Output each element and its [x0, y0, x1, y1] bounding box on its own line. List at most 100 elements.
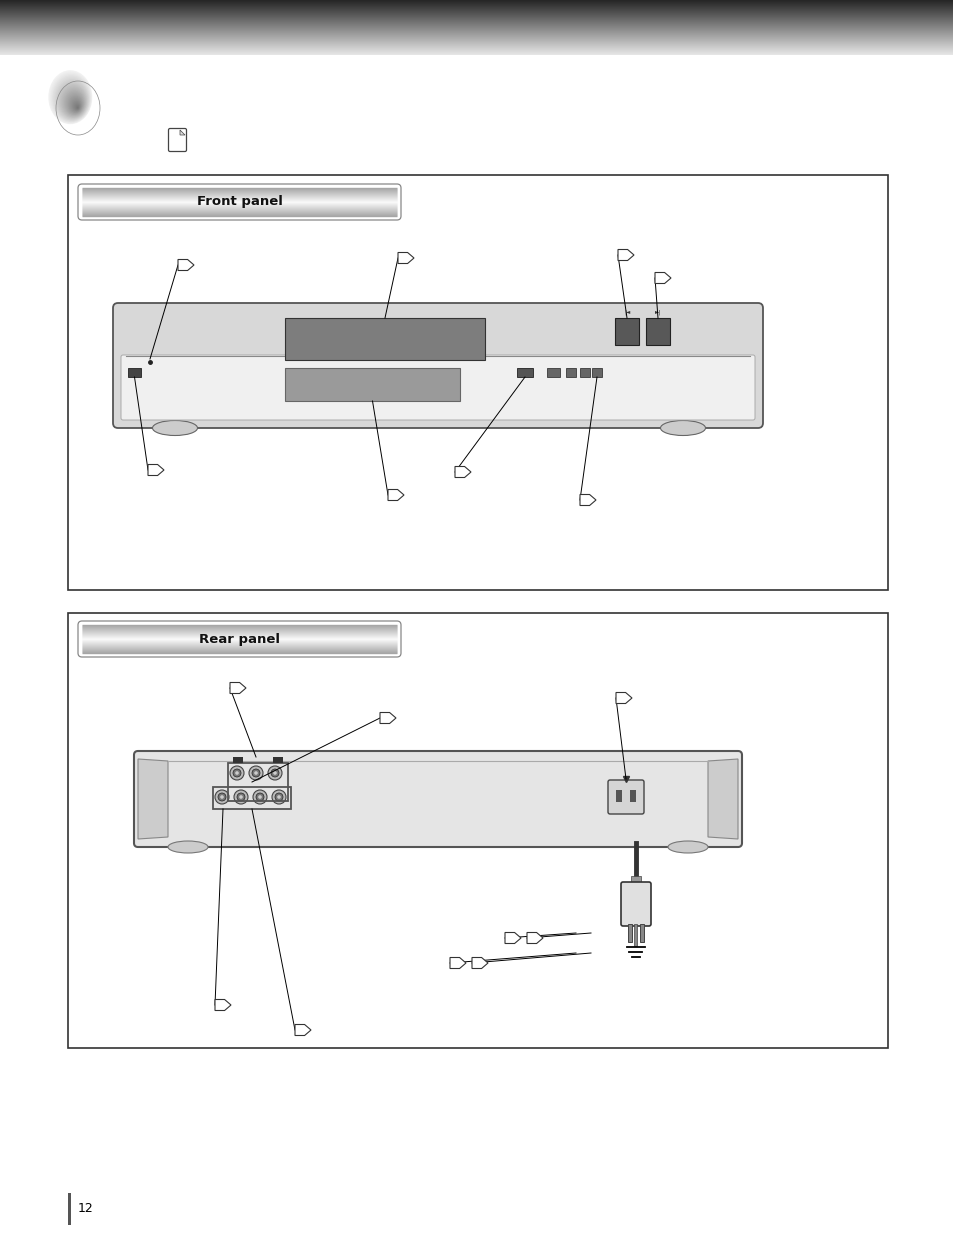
FancyBboxPatch shape	[169, 128, 186, 152]
Ellipse shape	[71, 98, 82, 112]
Text: Rear panel: Rear panel	[199, 632, 280, 646]
FancyBboxPatch shape	[607, 781, 643, 814]
Ellipse shape	[58, 83, 88, 119]
Bar	[630, 876, 640, 884]
Ellipse shape	[50, 72, 91, 124]
Ellipse shape	[51, 73, 91, 124]
Circle shape	[255, 793, 264, 802]
Bar	[579, 368, 589, 377]
Ellipse shape	[60, 85, 87, 117]
Bar	[615, 317, 639, 345]
Circle shape	[249, 766, 263, 781]
Polygon shape	[579, 494, 596, 505]
Polygon shape	[655, 273, 670, 284]
Polygon shape	[379, 713, 395, 724]
Ellipse shape	[51, 74, 91, 122]
Bar	[233, 757, 243, 763]
FancyBboxPatch shape	[121, 354, 754, 420]
Ellipse shape	[62, 88, 86, 116]
Ellipse shape	[168, 841, 208, 853]
Ellipse shape	[69, 95, 83, 114]
Bar	[627, 924, 631, 942]
Text: Front panel: Front panel	[196, 195, 282, 209]
Circle shape	[230, 766, 244, 781]
Bar	[68, 175, 887, 590]
Bar	[273, 757, 283, 763]
FancyBboxPatch shape	[112, 303, 762, 429]
Polygon shape	[450, 957, 465, 968]
Polygon shape	[397, 252, 414, 263]
Ellipse shape	[75, 105, 79, 110]
Ellipse shape	[52, 75, 91, 122]
FancyBboxPatch shape	[133, 751, 741, 847]
Ellipse shape	[57, 82, 88, 120]
Bar	[213, 787, 291, 809]
Circle shape	[277, 795, 280, 799]
Ellipse shape	[71, 99, 81, 111]
Circle shape	[271, 769, 278, 777]
Polygon shape	[618, 249, 634, 261]
Circle shape	[273, 771, 276, 774]
Ellipse shape	[49, 70, 92, 125]
Polygon shape	[707, 760, 738, 839]
Circle shape	[214, 790, 229, 804]
Bar	[68, 613, 887, 1049]
Circle shape	[235, 771, 238, 774]
Polygon shape	[138, 760, 168, 839]
Text: 12: 12	[78, 1202, 93, 1214]
Ellipse shape	[68, 94, 83, 114]
Bar	[285, 317, 484, 359]
Bar	[228, 763, 288, 802]
Circle shape	[233, 769, 241, 777]
Ellipse shape	[74, 104, 80, 110]
Ellipse shape	[63, 89, 85, 116]
Circle shape	[233, 790, 248, 804]
Bar	[565, 368, 576, 377]
Ellipse shape	[56, 80, 89, 120]
Bar	[639, 924, 643, 942]
Ellipse shape	[65, 91, 84, 115]
Polygon shape	[504, 932, 520, 944]
Bar	[645, 317, 669, 345]
Polygon shape	[148, 464, 164, 475]
Circle shape	[252, 769, 260, 777]
Circle shape	[253, 771, 257, 774]
Ellipse shape	[659, 420, 705, 436]
Ellipse shape	[64, 90, 85, 115]
Circle shape	[258, 795, 261, 799]
Circle shape	[268, 766, 282, 781]
Polygon shape	[178, 259, 193, 270]
Ellipse shape	[54, 78, 90, 121]
Polygon shape	[180, 130, 185, 135]
Polygon shape	[294, 1025, 311, 1035]
Bar	[517, 368, 533, 377]
Ellipse shape	[53, 77, 90, 121]
Ellipse shape	[73, 103, 80, 110]
Ellipse shape	[66, 93, 84, 115]
Bar	[634, 924, 637, 946]
Ellipse shape	[76, 106, 79, 109]
Bar	[68, 1193, 71, 1225]
Text: ►|: ►|	[654, 310, 660, 315]
Ellipse shape	[55, 79, 89, 120]
FancyBboxPatch shape	[620, 882, 650, 926]
Circle shape	[274, 793, 283, 802]
Circle shape	[220, 795, 224, 799]
Bar	[128, 368, 141, 377]
Polygon shape	[230, 683, 246, 694]
Ellipse shape	[70, 96, 82, 112]
Bar	[546, 368, 559, 377]
Ellipse shape	[61, 86, 86, 117]
Polygon shape	[388, 489, 403, 500]
Polygon shape	[455, 467, 471, 478]
Circle shape	[236, 793, 245, 802]
Ellipse shape	[152, 420, 197, 436]
Circle shape	[253, 790, 267, 804]
Text: |◄: |◄	[623, 310, 630, 315]
Circle shape	[272, 790, 286, 804]
Bar	[285, 368, 459, 401]
Polygon shape	[472, 957, 488, 968]
Ellipse shape	[667, 841, 707, 853]
Circle shape	[239, 795, 243, 799]
Polygon shape	[214, 999, 231, 1010]
